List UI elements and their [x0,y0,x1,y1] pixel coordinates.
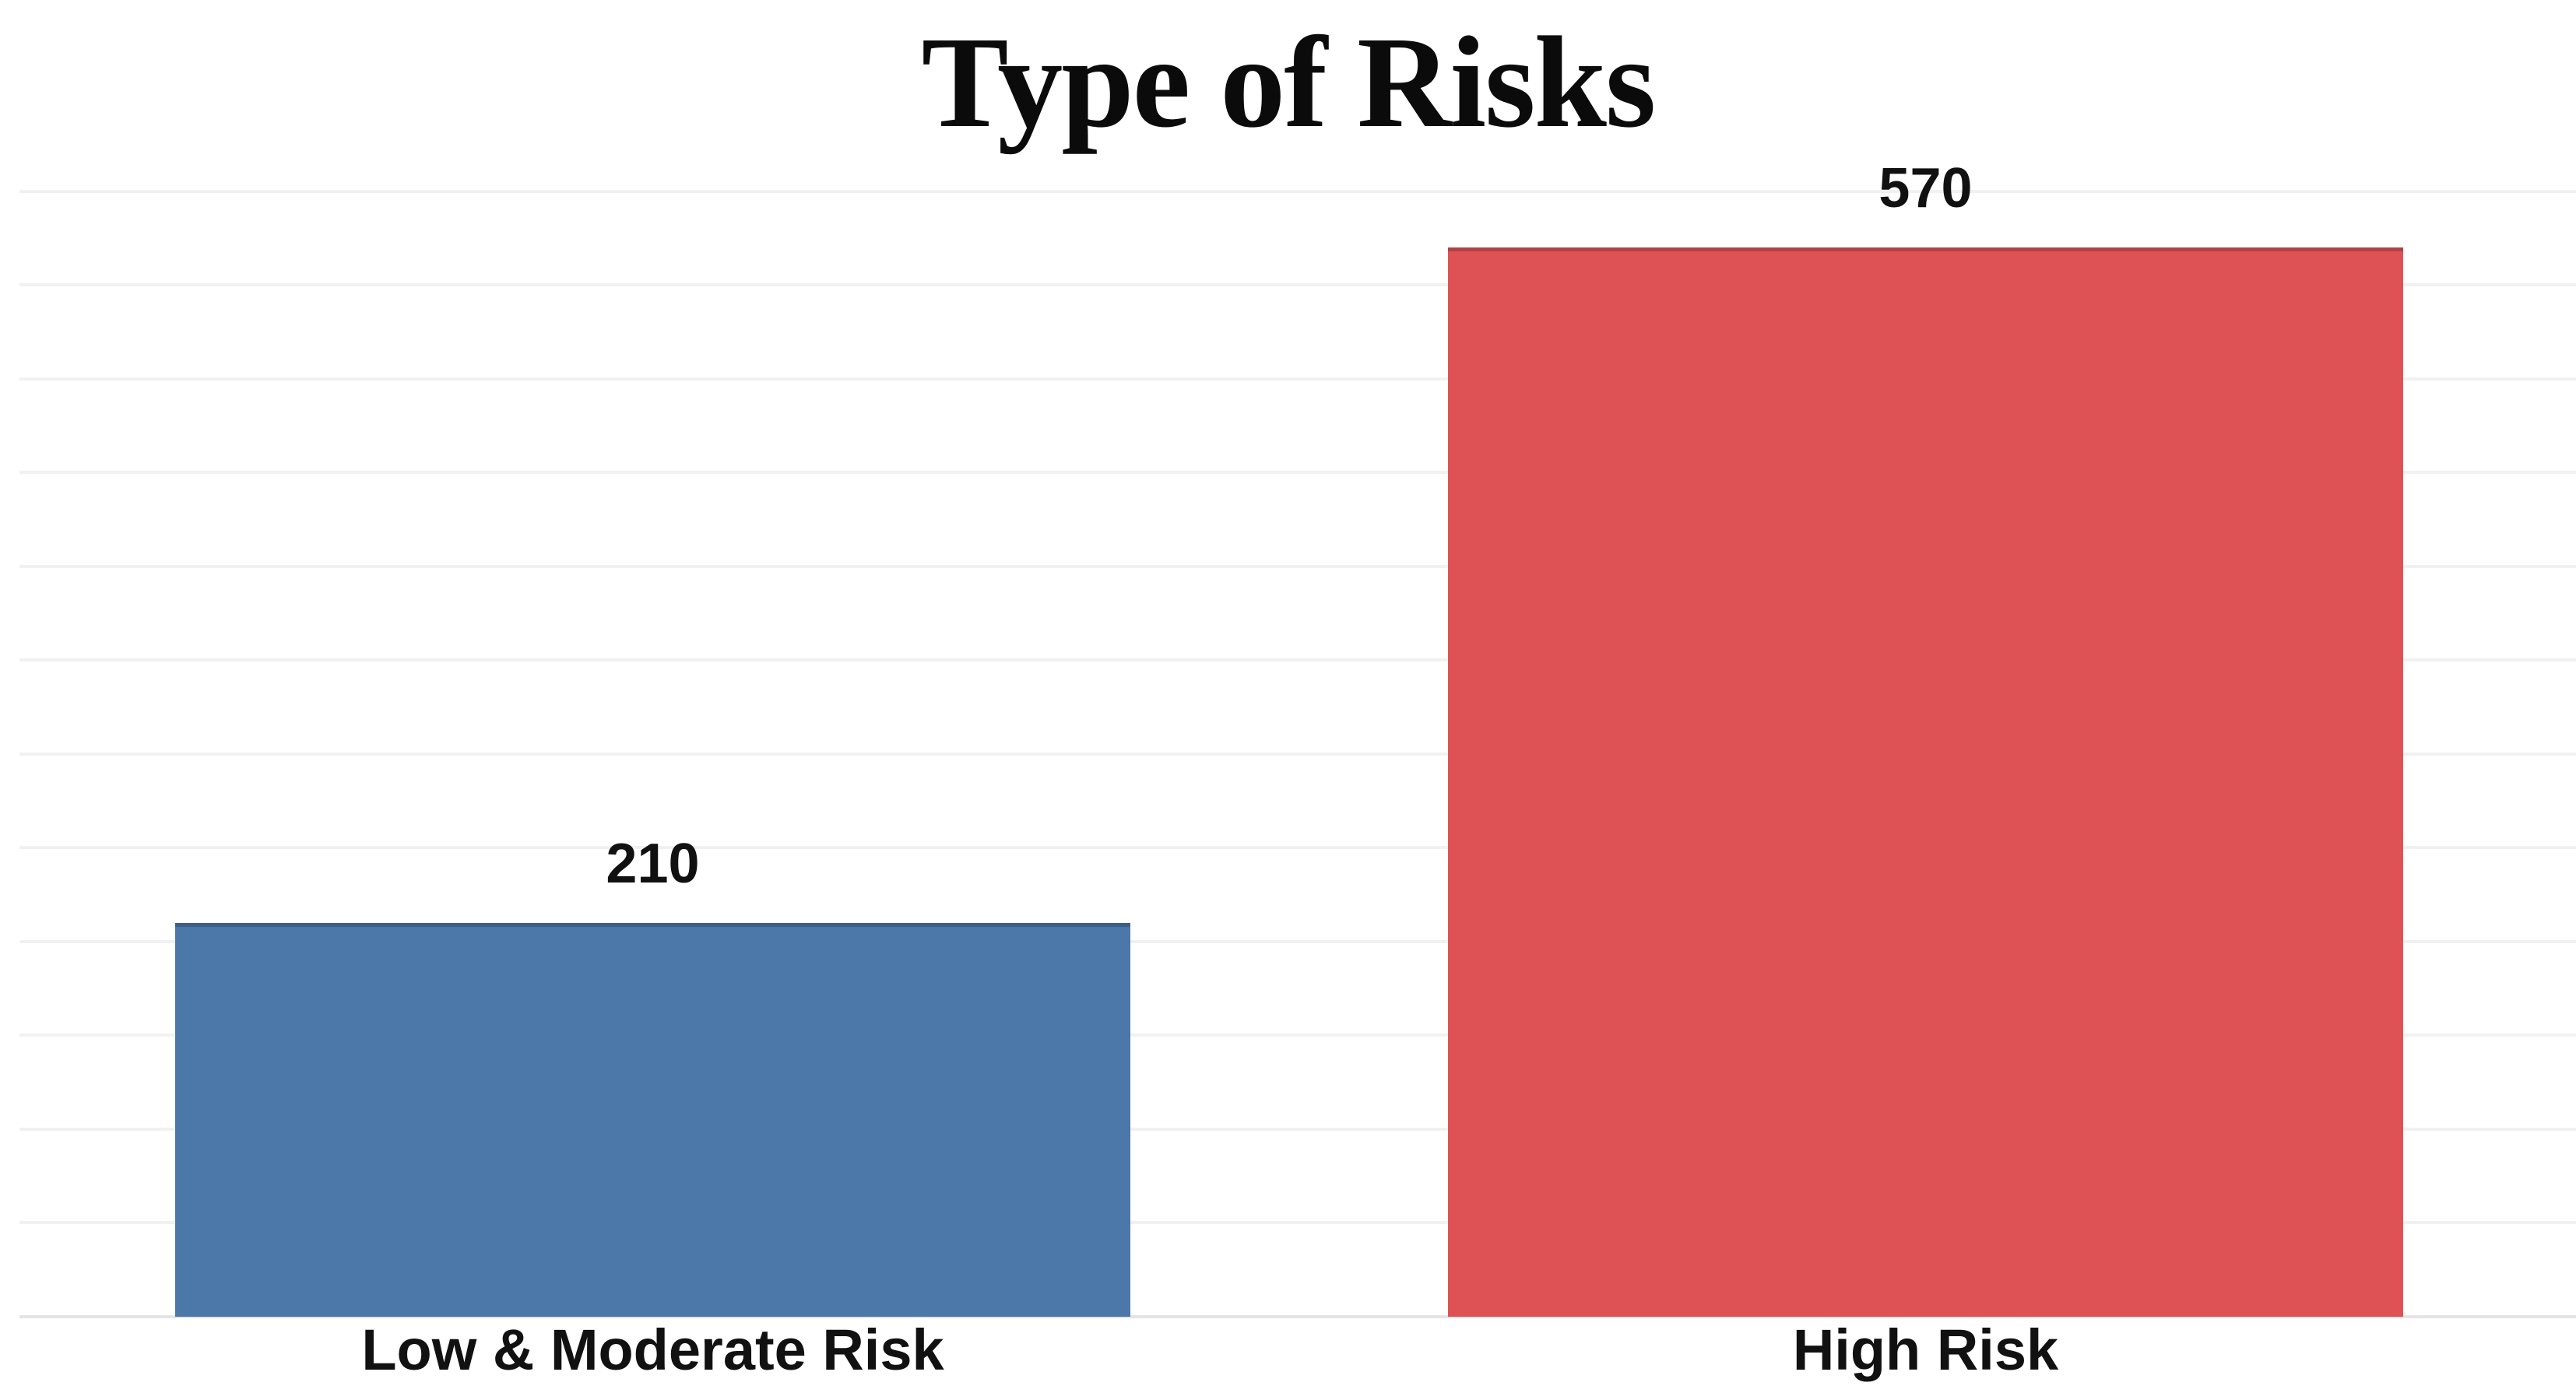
category-label: High Risk [1792,1318,2059,1382]
value-label: 570 [1878,157,1973,219]
gridline [19,1127,2576,1131]
value-label: 210 [606,833,700,895]
gridline [19,564,2576,568]
bar-low-moderate-risk [175,923,1130,1317]
gridline [19,658,2576,662]
bar-high-risk [1448,247,2403,1317]
gridline [19,189,2576,193]
x-axis-baseline [19,1315,2576,1318]
gridline [19,283,2576,287]
gridline [19,939,2576,943]
gridline [19,377,2576,381]
gridline [19,471,2576,475]
gridline [19,752,2576,756]
gridline [19,1221,2576,1225]
category-label: Low & Moderate Risk [361,1318,944,1382]
gridline [19,846,2576,850]
chart-title: Type of Risks [921,9,1657,155]
gridline [19,1033,2576,1037]
